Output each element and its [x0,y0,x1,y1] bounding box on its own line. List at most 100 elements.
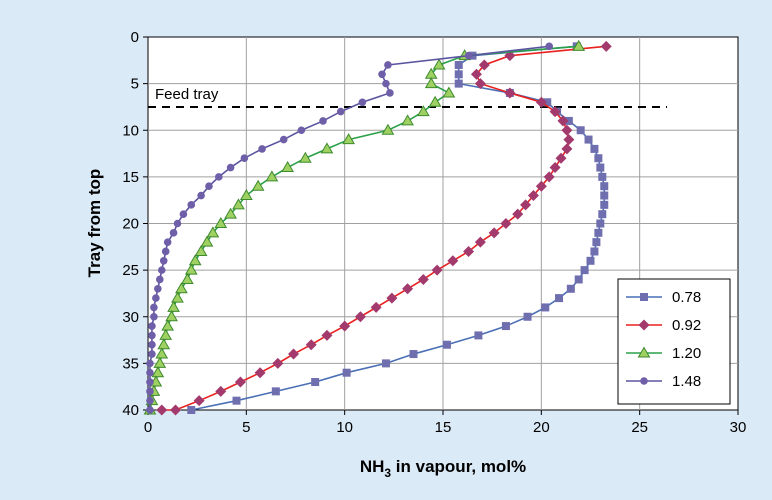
legend-marker [638,319,650,331]
data-point [271,387,280,396]
data-point [163,238,172,246]
data-point [175,282,188,294]
data-point [442,340,451,349]
feed-tray-line-group: Feed tray [148,86,667,108]
data-point [152,294,160,302]
data-point [215,173,223,181]
data-point [187,201,196,209]
data-point [193,395,205,407]
y-tick-label: 20 [122,216,139,233]
data-point [401,114,414,126]
data-point [590,247,599,256]
data-point [187,406,196,414]
data-point [148,322,156,330]
data-point [543,171,555,183]
data-point [239,189,253,201]
data-point [454,79,463,88]
data-point [424,77,438,89]
x-tick-label: 0 [144,419,152,436]
data-point [224,207,237,219]
x-axis: 0 5 10 15 20 25 30 [144,410,747,436]
data-point [214,217,228,228]
data-point [153,356,167,368]
data-point [251,179,265,191]
data-point [146,396,154,405]
data-point [488,227,500,239]
data-point [336,107,345,116]
data-point [594,154,603,163]
x-tick-label: 30 [730,419,747,436]
data-point [566,284,575,293]
data-point [402,283,414,295]
data-point [161,247,170,256]
data-point [500,218,512,229]
data-point [197,191,205,200]
legend-marker [640,377,648,385]
y-tick-label: 0 [131,29,139,46]
y-tick-label: 15 [122,169,139,186]
data-point [543,98,552,107]
series-layer [143,39,612,416]
data-point [188,254,202,266]
data-point [464,51,473,60]
y-tick-label: 10 [122,122,139,139]
data-point [474,331,483,340]
data-point [146,406,154,414]
data-point [206,226,220,238]
data-point [572,39,586,51]
data-point [180,272,194,284]
data-point [600,40,612,52]
data-point [600,191,609,200]
data-point [342,133,355,145]
y-axis: 0 5 10 15 20 25 30 35 40 [122,29,148,419]
data-point [169,229,178,237]
data-point [234,376,246,388]
data-point [555,294,564,303]
legend-marker [637,346,651,358]
data-point [535,180,547,192]
data-point [159,257,168,265]
data-point [232,198,245,210]
data-point [504,87,516,99]
data-point [265,170,279,182]
data-point [154,284,162,293]
data-point [580,266,589,275]
data-point [339,320,351,332]
data-point [146,359,154,368]
data-point [470,68,482,80]
data-point [596,219,605,228]
data-point [320,142,334,154]
data-point [428,95,442,107]
data-point [447,255,459,267]
data-point [157,266,166,274]
data-point [272,357,284,369]
data-point [381,359,390,368]
data-point [600,182,609,191]
series-0-92 [156,40,612,416]
data-point [150,312,158,321]
data-point [555,152,567,164]
series-1-48 [146,42,553,414]
x-axis-title: NH3 in vapour, mol% [360,457,526,480]
data-point [384,61,392,69]
data-point [416,105,430,117]
data-point [598,172,607,181]
y-tick-label: 30 [122,309,139,326]
data-point [161,319,175,331]
data-point [215,385,227,397]
data-point [596,163,605,172]
data-point [545,42,553,51]
y-tick-label: 35 [122,355,139,372]
data-point [150,303,158,312]
data-point [226,163,235,172]
data-point [297,126,306,135]
data-point [520,199,532,211]
data-point [311,378,320,387]
data-point [478,59,490,71]
data-point [381,123,395,135]
data-point [146,387,154,396]
x-tick-label: 20 [533,419,550,436]
data-point [598,210,607,219]
